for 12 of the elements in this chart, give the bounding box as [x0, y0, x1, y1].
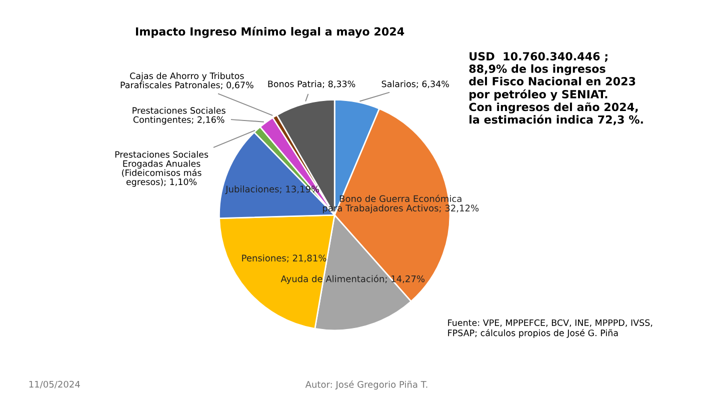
slice-label: Ayuda de Alimentación; 14,27% — [280, 274, 425, 284]
text: USD 10.760.340.446 ; 88,9% de los ingresos del Fisco Nacional en 2023 por petróleo y SENIAT. Con ingresos del año 2024, la estimación indica 72,3 %. — [469, 52, 643, 126]
slice-label: Prestaciones Sociales Contingentes; 2,16% — [132, 107, 226, 125]
slice-label: Pensiones; 21,81% — [242, 254, 326, 262]
text: Autor: José Gregorio Piña T. — [305, 380, 428, 390]
slice-label: Prestaciones Sociales Erogadas Anuales (Fideicomisos más egresos); 1,10% — [115, 150, 208, 187]
slice-label: Cajas de Ahorro y Tributos Parafiscales Patronales; 0,67% — [120, 72, 254, 90]
chart-title: Impacto Ingreso Mínimo legal a mayo 2024 — [136, 26, 404, 38]
slice-label: Salarios; 6,34% — [382, 80, 449, 88]
source-note: Fuente: VPE, MPPEFCE, BCV, INE, MPPPD, IVSS, FPSAP; cálculos propios de José G. Piña — [448, 319, 652, 338]
slice-label: Bonos Patria; 8,33% — [268, 80, 356, 88]
text: 11/05/2024 — [29, 380, 80, 388]
